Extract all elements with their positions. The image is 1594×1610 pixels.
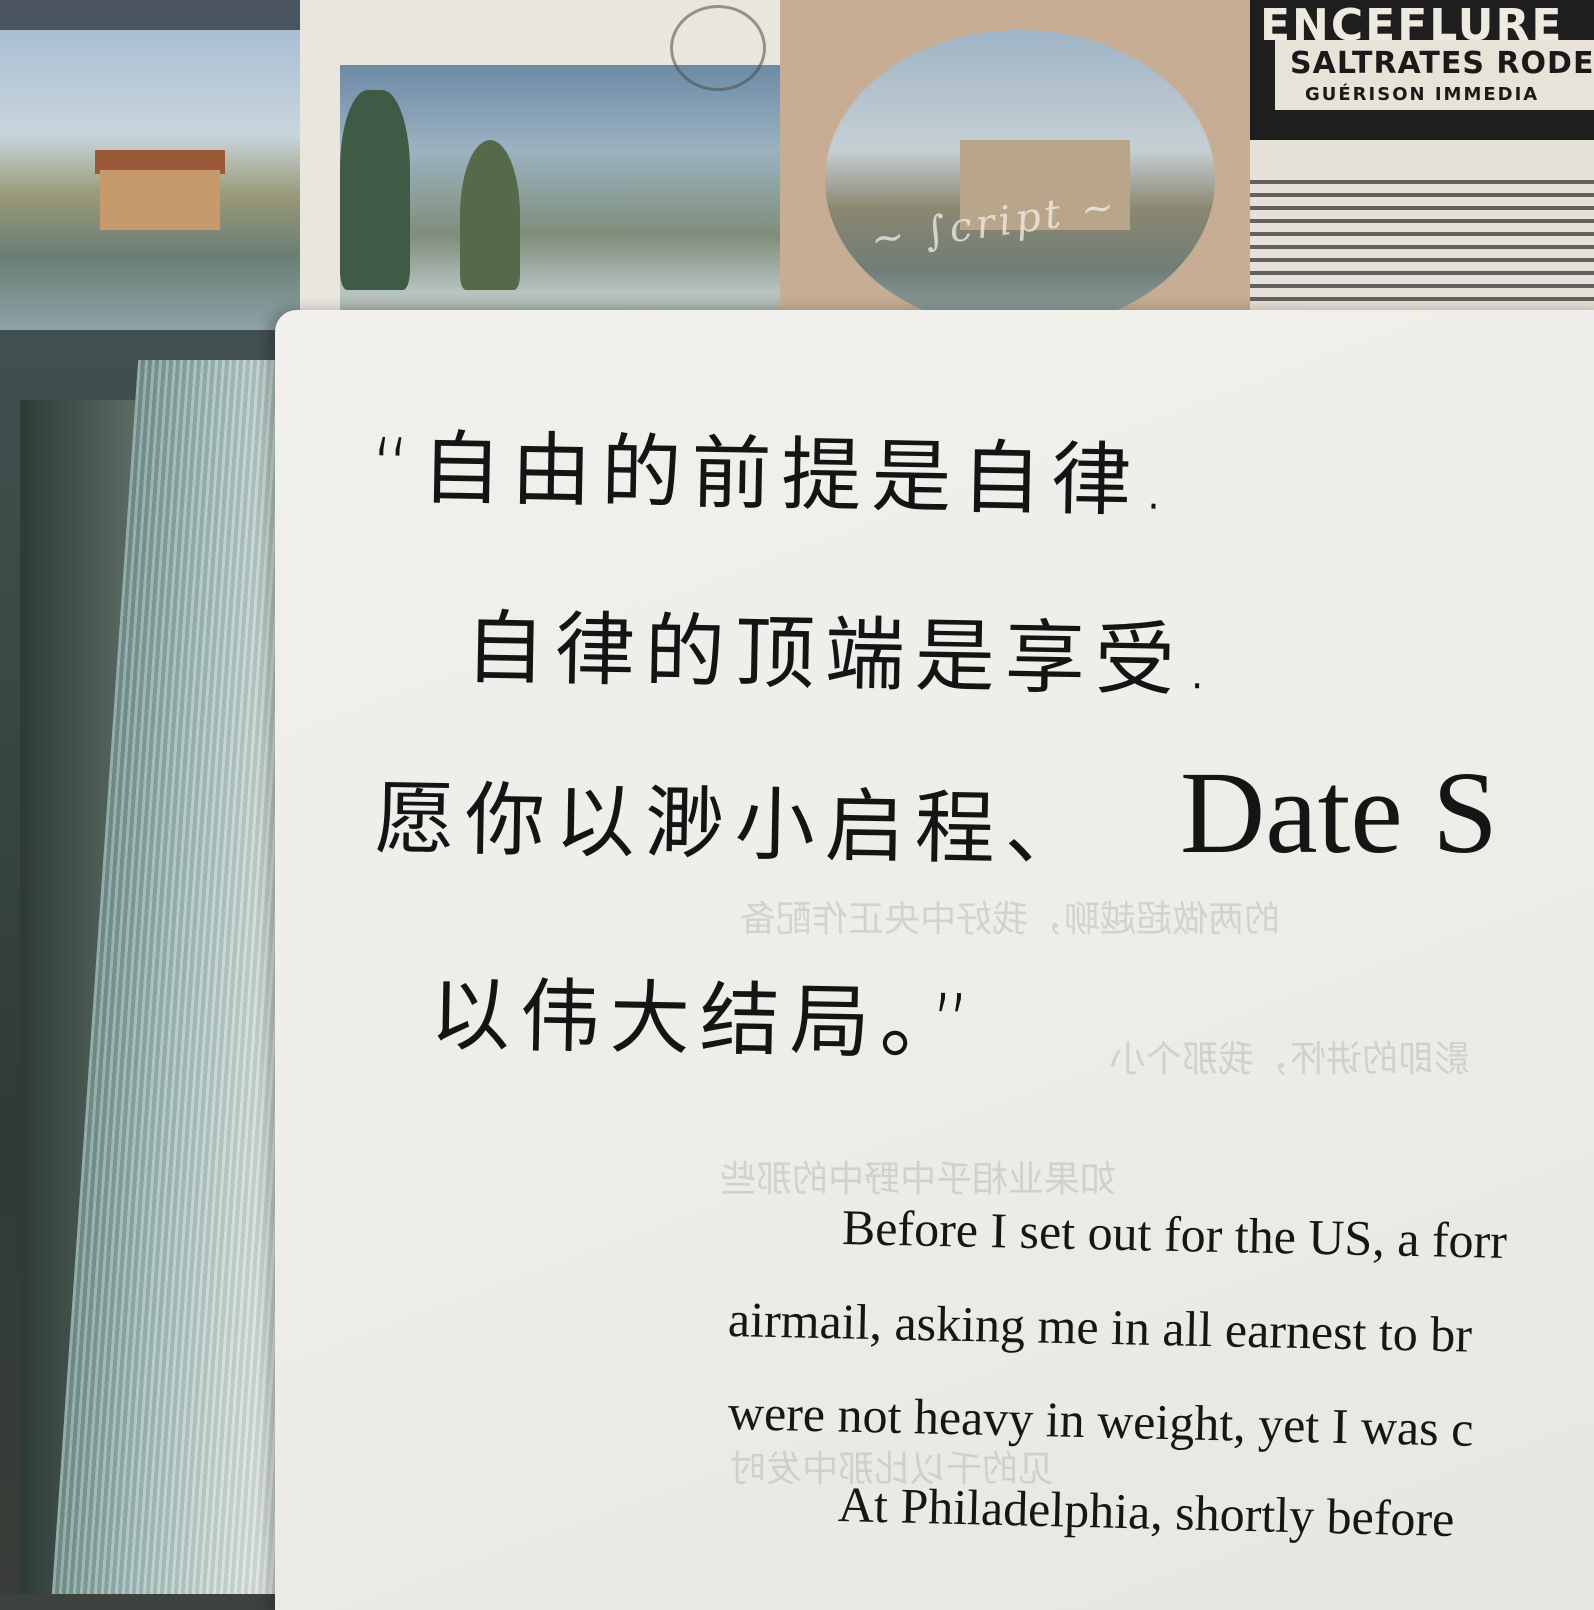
book-page <box>275 310 1594 1610</box>
ghost-text-1: 的两做超越聊，我好中央正作配备 <box>740 899 1281 940</box>
postmark-circle <box>670 5 766 91</box>
stamp-tree-2 <box>460 140 520 290</box>
stamp-river-painting <box>300 0 790 360</box>
handwritten-line-1: “自由的前提是自律. <box>369 420 1178 529</box>
handwritten-line-4: 以伟大结局。” <box>429 968 983 1071</box>
stamp-tree <box>340 90 410 290</box>
handwritten-line-2: 自律的顶端是享受. <box>464 601 1222 708</box>
newspaper-headline-2: SALTRATES RODE <box>1290 46 1594 81</box>
stamp-oval-village: ~ ∫cript ~ <box>780 0 1250 360</box>
handwritten-line-3: 愿你以渺小启程、 <box>374 771 1096 878</box>
stamp-house <box>100 170 220 230</box>
stamp-building <box>960 140 1130 230</box>
newspaper-headline-box <box>1275 40 1594 110</box>
newspaper-headline-3: GUÉRISON IMMEDIA <box>1305 84 1540 105</box>
stamp-river-picture <box>340 65 780 350</box>
ghost-text-3: 如果业相乎中野中的那些 <box>720 1159 1117 1200</box>
ghost-text-2: 影即的讲怀，我那个小 <box>1110 1039 1471 1080</box>
book-chapter-heading: Date S <box>1180 747 1498 878</box>
stamp-landscape-left <box>0 30 316 330</box>
stamp-newspaper-clipping: ENCEFLURE SALTRATES RODE GUÉRISON IMMEDI… <box>1250 0 1594 360</box>
